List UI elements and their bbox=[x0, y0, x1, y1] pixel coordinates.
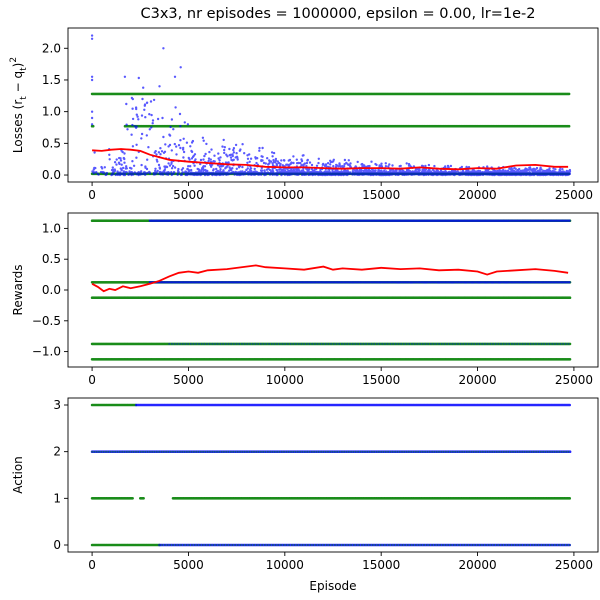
action-axes-frame bbox=[67, 397, 599, 553]
losses-points bbox=[90, 34, 572, 177]
action-1-green-early bbox=[90, 496, 134, 500]
action-3-blue bbox=[135, 403, 572, 407]
x-tick-label: 5000 bbox=[173, 558, 204, 572]
loss-band-high bbox=[90, 92, 571, 96]
reward-band-blue-low bbox=[168, 342, 570, 345]
x-tick-label: 0 bbox=[88, 373, 96, 387]
x-tick-label: 15000 bbox=[362, 373, 400, 387]
y-tick-label: 0.0 bbox=[42, 168, 61, 182]
loss-blue-points bbox=[90, 34, 572, 177]
losses-ylabel: Losses (rt − qt)2 bbox=[9, 57, 29, 153]
rewards-ylabel: Rewards bbox=[11, 265, 25, 316]
x-tick-label: 15000 bbox=[362, 558, 400, 572]
reward-band-green-2 bbox=[90, 296, 572, 300]
y-tick-label: 1 bbox=[53, 491, 61, 505]
y-tick-label: 0.5 bbox=[42, 136, 61, 150]
x-tick-label: 25000 bbox=[555, 188, 593, 202]
x-tick-label: 0 bbox=[88, 188, 96, 202]
y-tick-label: 0.0 bbox=[42, 283, 61, 297]
action-2-green bbox=[91, 450, 570, 453]
panel-rewards: 0 5000 10000 15000 20000 25000 −1.0 −0.5 0.0 0.5 1… bbox=[11, 212, 599, 387]
x-tick-label: 15000 bbox=[362, 188, 400, 202]
reward-band-green-3 bbox=[90, 342, 572, 346]
x-tick-label: 20000 bbox=[458, 373, 496, 387]
loss-band-mid bbox=[90, 124, 571, 128]
x-tick-label: 5000 bbox=[173, 373, 204, 387]
reward-band-blue-top bbox=[148, 219, 571, 222]
x-tick-label: 10000 bbox=[266, 373, 304, 387]
y-tick-label: 1.0 bbox=[42, 221, 61, 235]
panel-action: 0 5000 10000 15000 20000 25000 0 1 2 3 Action Episo… bbox=[11, 397, 599, 593]
y-tick-label: −0.5 bbox=[32, 314, 61, 328]
y-tick-label: 0 bbox=[53, 538, 61, 552]
action-points bbox=[90, 403, 572, 547]
reward-moving-average bbox=[91, 264, 569, 293]
x-tick-label: 10000 bbox=[266, 188, 304, 202]
y-tick-label: 0.5 bbox=[42, 252, 61, 266]
action-1-green-dots bbox=[139, 496, 145, 500]
x-tick-label: 10000 bbox=[266, 558, 304, 572]
x-tick-label: 5000 bbox=[173, 188, 204, 202]
x-axis-label: Episode bbox=[309, 579, 356, 593]
losses-axes-frame bbox=[67, 27, 599, 183]
action-0-green-late bbox=[158, 544, 571, 546]
y-tick-label: −1.0 bbox=[32, 345, 61, 359]
rewards-points bbox=[90, 219, 572, 361]
y-tick-label: 2 bbox=[53, 445, 61, 459]
x-tick-label: 20000 bbox=[458, 188, 496, 202]
y-tick-label: 2.0 bbox=[42, 41, 61, 55]
x-tick-label: 20000 bbox=[458, 558, 496, 572]
reward-band-blue-mid bbox=[148, 281, 571, 284]
loss-moving-average bbox=[92, 148, 569, 171]
panel-losses: 0 5000 10000 15000 20000 25000 0.0 0.5 1.0 1.5 2.0… bbox=[9, 27, 599, 202]
action-1-green-late bbox=[171, 496, 572, 500]
action-ylabel: Action bbox=[11, 456, 25, 494]
x-tick-label: 25000 bbox=[555, 558, 593, 572]
y-tick-label: 3 bbox=[53, 398, 61, 412]
y-tick-label: 1.5 bbox=[42, 73, 61, 87]
action-3-green bbox=[90, 403, 138, 407]
x-tick-label: 0 bbox=[88, 558, 96, 572]
action-0-green bbox=[90, 543, 161, 547]
x-tick-label: 25000 bbox=[555, 373, 593, 387]
reward-band-green-4 bbox=[90, 357, 572, 361]
y-tick-label: 1.0 bbox=[42, 105, 61, 119]
chart-title: C3x3, nr episodes = 1000000, epsilon = 0… bbox=[141, 6, 536, 22]
